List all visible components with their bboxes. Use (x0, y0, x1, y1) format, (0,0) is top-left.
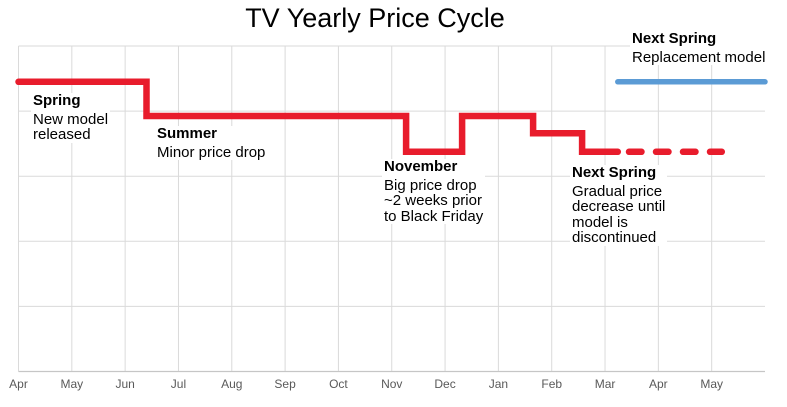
x-tick-label: Nov (381, 377, 403, 391)
annotation-next-spring-decline-line: discontinued (572, 229, 657, 246)
x-tick-label: Aug (221, 377, 243, 391)
x-tick-label: Jun (115, 377, 135, 391)
annotation-next-spring-decline-line: Gradual price (572, 182, 663, 200)
annotation-november-line: Big price drop (384, 176, 477, 194)
annotation-summer-line: Minor price drop (157, 143, 266, 161)
x-tick-label: Feb (541, 377, 563, 391)
annotation-november-line: to Black Friday (384, 207, 484, 225)
x-tick-label: Jan (488, 377, 509, 391)
x-tick-label: Mar (594, 377, 616, 391)
annotation-next-spring-replacement: Next Spring Replacement model (630, 30, 768, 66)
x-tick-label: Jul (170, 377, 187, 391)
annotation-november-title: November (384, 158, 458, 175)
annotation-next-spring-decline-title: Next Spring (572, 164, 657, 181)
annotation-next-spring-decline-line: decrease until (572, 198, 666, 215)
chart-title: TV Yearly Price Cycle (245, 3, 505, 33)
annotation-summer: Summer Minor price drop (155, 125, 268, 161)
x-tick-label: Apr (9, 377, 28, 391)
annotation-spring: Spring New model released (31, 92, 111, 143)
x-tick-label: May (700, 377, 724, 391)
annotation-summer-title: Summer (157, 125, 218, 142)
annotation-spring-title: Spring (33, 92, 81, 109)
annotation-spring-line: released (33, 126, 91, 143)
annotation-november: November Big price drop ~2 weeks prior t… (382, 158, 486, 225)
annotation-spring-line: New model (33, 110, 109, 128)
annotation-next-spring-decline-line: model is (572, 213, 628, 231)
x-tick-label: Sep (274, 377, 296, 391)
annotation-next-spring-decline: Next Spring Gradual price decrease until… (570, 164, 668, 246)
x-tick-label: Apr (649, 377, 668, 391)
x-tick-label: Dec (434, 377, 456, 391)
x-axis: Apr May Jun Jul Aug Sep Oct Nov Dec Jan Feb Mar Apr M… (0, 377, 787, 395)
x-tick-label: Oct (329, 377, 348, 391)
current-model-price-line (15, 78, 622, 156)
x-tick-label: May (60, 377, 84, 391)
annotation-next-spring-replacement-title: Next Spring (632, 30, 717, 47)
annotation-next-spring-replacement-line: Replacement model (632, 48, 766, 66)
annotation-november-line: ~2 weeks prior (384, 192, 482, 209)
